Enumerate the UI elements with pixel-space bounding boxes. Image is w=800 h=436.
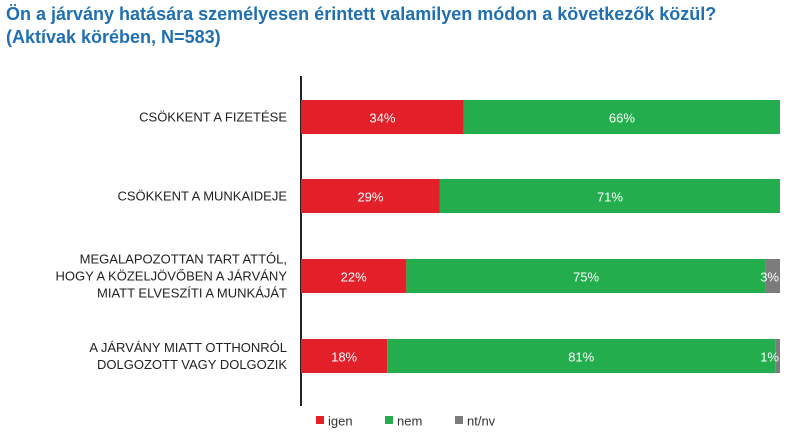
category-label: CSÖKKENT A FIZETÉSE [139,110,287,125]
legend-label: igen [328,414,353,429]
legend-swatch [455,416,463,424]
category-label: A JÁRVÁNY MIATT OTTHONRÓL [89,340,287,355]
data-label: 71% [597,190,623,205]
chart-title-block: Ön a járvány hatására személyesen érinte… [6,3,796,49]
data-label: 81% [568,350,594,365]
bar-nem [387,339,776,373]
legend-label: nem [397,414,422,429]
data-label: 22% [341,270,367,285]
data-label: 34% [369,111,395,126]
category-label: MEGALAPOZOTTAN TART ATTÓL, [80,252,287,267]
data-label: 3% [760,270,779,285]
category-label: HOGY A KÖZELJÖVŐBEN A JÁRVÁNY [56,269,288,284]
chart-subtitle: (Aktívak körében, N=583) [6,27,221,47]
legend-swatch [385,416,393,424]
data-label: 66% [609,111,635,126]
chart-title: Ön a járvány hatására személyesen érinte… [6,4,717,24]
category-label: DOLGOZOTT VAGY DOLGOZIK [97,357,287,372]
bar-igen [301,100,464,134]
category-label: MIATT ELVESZÍTI A MUNKÁJÁT [97,286,287,301]
data-label: 18% [331,350,357,365]
bar-igen [301,259,407,293]
bar-nem [406,259,766,293]
data-label: 75% [573,270,599,285]
data-label: 1% [760,350,779,365]
bar-nem [463,100,780,134]
legend-label: nt/nv [467,414,496,429]
bar-nt-nv [775,339,780,373]
bar-nt-nv [765,259,780,293]
legend-swatch [316,416,324,424]
bar-nem [439,179,780,213]
category-label: CSÖKKENT A MUNKAIDEJE [117,189,287,204]
data-label: 29% [357,190,383,205]
bar-igen [301,179,440,213]
bar-igen [301,339,388,373]
